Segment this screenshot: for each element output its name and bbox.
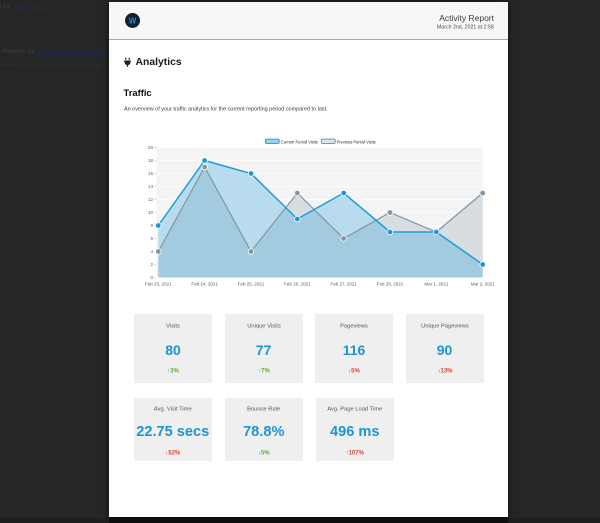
svg-text:2: 2 <box>150 262 153 267</box>
svg-text:W: W <box>129 16 137 25</box>
svg-text:6: 6 <box>150 236 153 241</box>
svg-text:10: 10 <box>148 210 154 215</box>
svg-text:14: 14 <box>148 184 154 189</box>
svg-text:Feb 28, 2021: Feb 28, 2021 <box>377 282 404 287</box>
svg-text:Previous Period Visits: Previous Period Visits <box>337 140 377 145</box>
svg-text:Feb 27, 2021: Feb 27, 2021 <box>330 282 357 287</box>
svg-text:16: 16 <box>148 171 154 176</box>
svg-text:Mar 1, 2021: Mar 1, 2021 <box>424 282 449 287</box>
svg-text:18: 18 <box>148 158 154 163</box>
svg-text:Mar 2, 2021: Mar 2, 2021 <box>471 282 496 287</box>
svg-text:Feb 25, 2021: Feb 25, 2021 <box>238 282 265 287</box>
svg-text:8: 8 <box>150 223 153 228</box>
svg-text:Feb 26, 2021: Feb 26, 2021 <box>284 282 311 287</box>
svg-text:12: 12 <box>148 197 154 202</box>
svg-text:Feb 24, 2021: Feb 24, 2021 <box>191 282 218 287</box>
svg-text:Feb 23, 2021: Feb 23, 2021 <box>145 282 172 287</box>
svg-text:4: 4 <box>150 249 153 254</box>
svg-text:Current Period Visits: Current Period Visits <box>281 140 318 145</box>
svg-text:20: 20 <box>148 145 154 150</box>
svg-text:0: 0 <box>150 275 153 280</box>
